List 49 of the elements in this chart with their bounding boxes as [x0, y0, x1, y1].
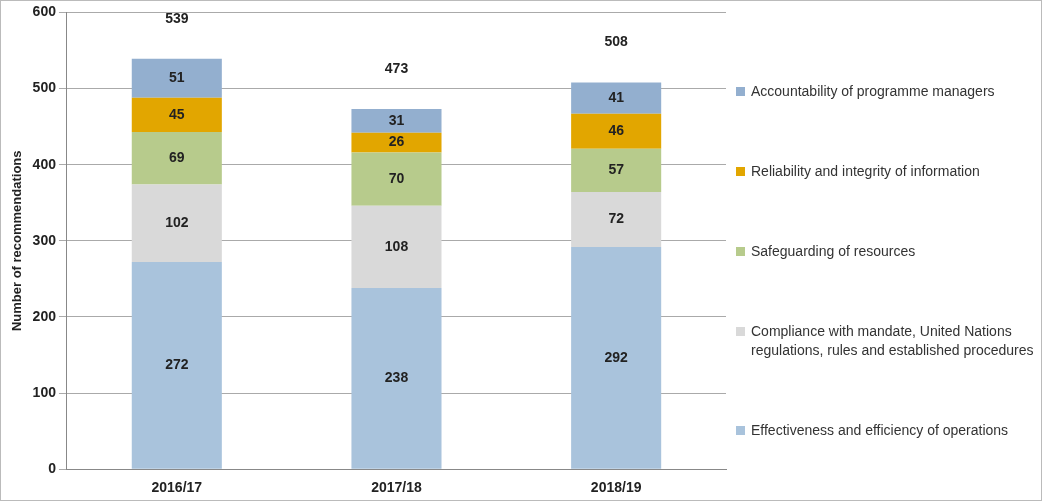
data-label: 51 — [169, 69, 185, 86]
legend-label: Reliability and integrity of information — [751, 161, 980, 181]
bar — [351, 152, 442, 206]
y-tick-label: 400 — [32, 155, 57, 172]
bar — [131, 262, 222, 469]
y-tick-label: 100 — [32, 383, 57, 400]
total-label: 508 — [604, 33, 629, 50]
data-label: 45 — [169, 105, 185, 122]
bar — [571, 246, 662, 469]
x-tick-label: 2016/17 — [151, 479, 203, 496]
bar — [131, 58, 222, 98]
data-label: 102 — [165, 214, 189, 231]
bar — [571, 192, 662, 247]
total-label: 473 — [384, 59, 409, 76]
data-label: 272 — [165, 356, 189, 373]
total-label: 539 — [165, 9, 189, 26]
data-label: 70 — [388, 169, 405, 186]
y-tick-label: 200 — [32, 307, 57, 324]
bar — [131, 131, 222, 185]
data-label: 72 — [608, 210, 625, 227]
bar — [351, 288, 442, 469]
bar — [351, 205, 442, 288]
bar — [571, 113, 662, 149]
bar — [131, 97, 222, 132]
y-tick-label: 600 — [32, 3, 57, 20]
bar — [351, 132, 442, 153]
y-tick-label: 300 — [32, 231, 57, 248]
y-tick-label: 0 — [48, 460, 57, 477]
data-label: 46 — [608, 122, 625, 139]
data-label: 26 — [388, 133, 405, 150]
data-label: 31 — [388, 111, 405, 128]
bar — [571, 82, 662, 114]
data-label: 57 — [608, 161, 625, 178]
bar — [351, 109, 442, 133]
data-label: 41 — [608, 88, 625, 105]
data-label: 292 — [604, 348, 629, 365]
legend-label: Compliance with mandate, United Nations regulations, rules and established procedures — [751, 321, 1035, 360]
y-axis-title: Number of recommendations — [9, 150, 25, 332]
data-label: 238 — [384, 369, 409, 386]
data-label: 108 — [384, 237, 409, 254]
bar — [131, 184, 222, 263]
y-tick-label: 500 — [32, 79, 57, 96]
x-tick-label: 2018/19 — [590, 479, 642, 496]
legend-label: Accountability of programme managers — [751, 81, 995, 101]
bar — [571, 148, 662, 193]
x-tick-label: 2017/18 — [371, 479, 422, 496]
legend-label: Safeguarding of resources — [751, 241, 916, 261]
data-label: 69 — [169, 149, 185, 166]
legend-label: Effectiveness and efficiency of operations — [751, 420, 1009, 440]
